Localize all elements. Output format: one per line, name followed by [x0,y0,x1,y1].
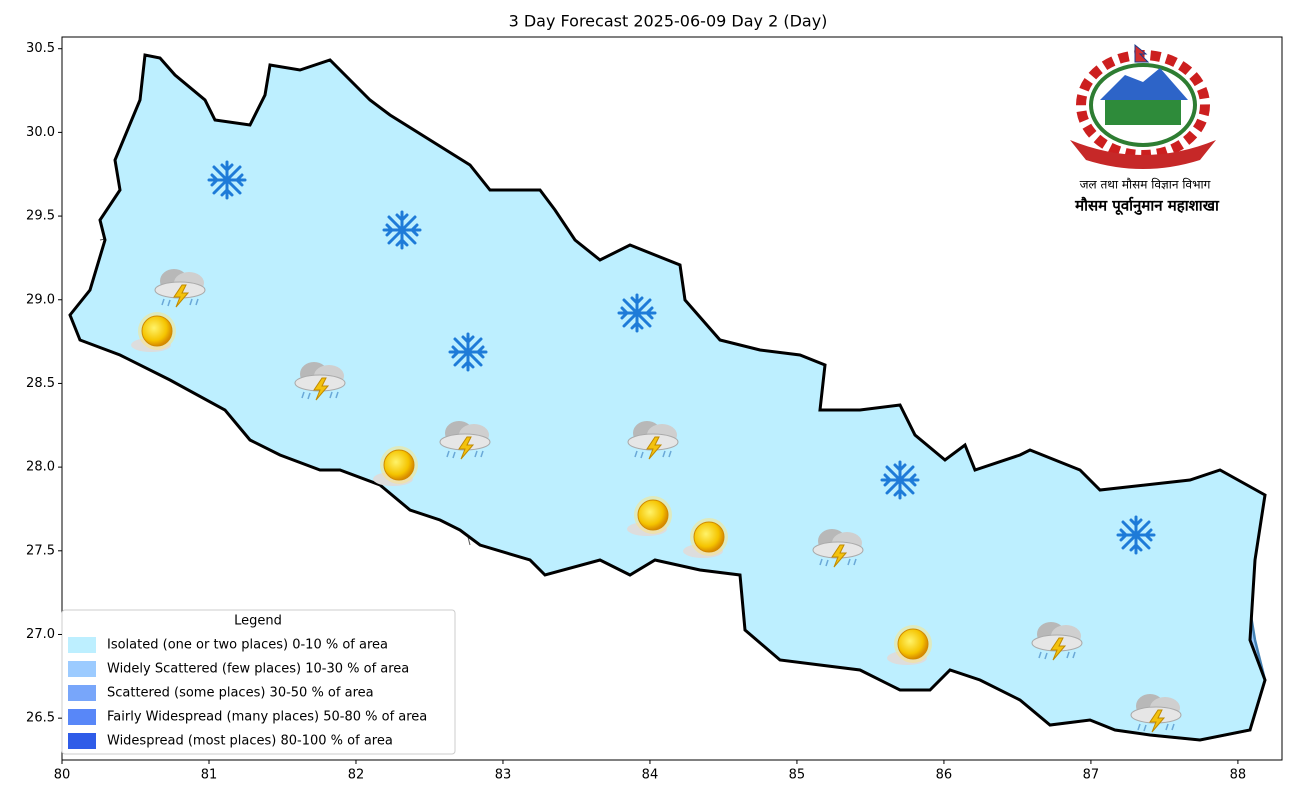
storm-icon [439,420,491,460]
legend: Legend Isolated (one or two places) 0-10… [61,609,456,755]
y-tick-label: 28.5 [26,376,55,391]
legend-swatch [68,637,96,653]
storm-icon [1130,693,1182,733]
storm-icon [812,528,864,568]
x-tick-label: 87 [1083,768,1100,783]
axes-frame [61,36,1283,761]
x-tick-label: 84 [642,768,659,783]
legend-label: Fairly Widespread (many places) 50-80 % … [107,710,427,725]
snow-icon [1116,515,1156,555]
y-tick-label: 30.0 [26,125,55,140]
storm-icon [294,361,346,401]
x-tick-label: 82 [348,768,365,783]
x-tick-label: 88 [1230,768,1247,783]
legend-box [61,609,456,755]
y-tick-label: 29.5 [26,209,55,224]
logo: जल तथा मौसम विज्ञान विभाग मौसम पूर्वानुम… [1070,43,1220,216]
snow-icon [880,460,920,500]
legend-title: Legend [234,614,282,629]
legend-label: Isolated (one or two places) 0-10 % of a… [107,638,388,653]
legend-label: Scattered (some places) 30-50 % of area [107,686,374,701]
legend-label: Widespread (most places) 80-100 % of are… [107,734,393,749]
x-tick-label: 83 [495,768,512,783]
storm-icon [1031,621,1083,661]
snow-icon [617,293,657,333]
division-name: मौसम पूर्वानुमान महाशाखा [1074,197,1220,216]
y-tick-label: 29.0 [26,292,55,307]
storm-icon [154,268,206,308]
legend-swatch [68,709,96,725]
legend-label: Widely Scattered (few places) 10-30 % of… [107,662,409,677]
y-tick-label: 28.0 [26,460,55,475]
snow-icon [448,332,488,372]
x-tick-label: 81 [201,768,218,783]
map [68,53,1267,742]
legend-swatch [68,661,96,677]
x-tick-label: 80 [54,768,71,783]
legend-swatch [68,685,96,701]
snow-icon [207,160,247,200]
y-tick-label: 30.5 [26,41,55,56]
department-name: जल तथा मौसम विज्ञान विभाग [1080,178,1211,192]
y-tick-label: 26.5 [26,711,55,726]
y-tick-label: 27.5 [26,543,55,558]
storm-icon [627,420,679,460]
x-tick-label: 85 [789,768,806,783]
x-tick-label: 86 [936,768,953,783]
chart-title: 3 Day Forecast 2025-06-09 Day 2 (Day) [509,12,828,31]
snow-icon [382,210,422,250]
legend-swatch [68,733,96,749]
y-tick-label: 27.0 [26,627,55,642]
